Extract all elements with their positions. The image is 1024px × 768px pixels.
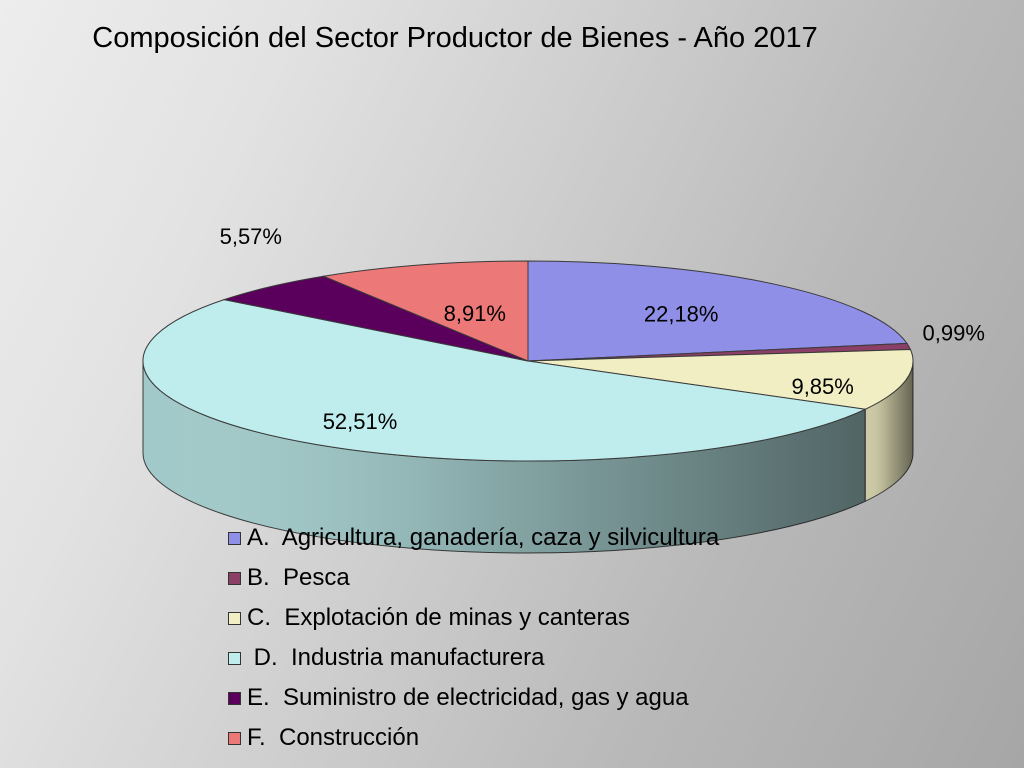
legend-item: A. Agricultura, ganadería, caza y silvic… xyxy=(228,518,719,558)
data-label-2: 0,99% xyxy=(923,320,985,345)
legend-item: E. Suministro de electricidad, gas y agu… xyxy=(228,678,719,718)
legend-item: D. Industria manufacturera xyxy=(228,638,719,678)
data-label-6: 8,91% xyxy=(444,301,506,326)
legend-swatch xyxy=(228,651,241,665)
legend-label: C. Explotación de minas y canteras xyxy=(247,604,630,631)
legend-label: F. Construcción xyxy=(247,724,420,751)
data-label-4: 52,51% xyxy=(323,409,398,434)
legend-swatch xyxy=(228,611,241,625)
legend-item: F. Construcción xyxy=(228,718,719,758)
pie-side-shading xyxy=(143,361,866,554)
pie-slice-3 xyxy=(527,349,914,410)
data-label-5: 5,57% xyxy=(220,224,282,249)
legend-item: B. Pesca xyxy=(228,558,719,598)
legend-label: B. Pesca xyxy=(247,564,350,591)
pie-slice-1 xyxy=(527,260,908,362)
pie-slice-6 xyxy=(321,260,529,362)
legend-label: A. Agricultura, ganadería, caza y silvic… xyxy=(247,524,720,551)
legend-swatch xyxy=(228,571,241,585)
pie-slice-5 xyxy=(222,275,529,362)
legend-swatch xyxy=(228,731,241,745)
pie-side-shading xyxy=(865,361,913,502)
legend-swatch xyxy=(228,691,241,705)
pie-slice-4 xyxy=(142,299,867,462)
chart-title: Composición del Sector Productor de Bien… xyxy=(92,22,818,54)
legend-label: E. Suministro de electricidad, gas y agu… xyxy=(247,684,689,711)
legend-label: D. Industria manufacturera xyxy=(247,644,545,671)
legend-item: C. Explotación de minas y canteras xyxy=(228,598,719,638)
legend: A. Agricultura, ganadería, caza y silvic… xyxy=(228,518,719,758)
data-label-3: 9,85% xyxy=(791,374,853,399)
legend-swatch xyxy=(228,531,241,545)
data-label-1: 22,18% xyxy=(644,301,719,326)
